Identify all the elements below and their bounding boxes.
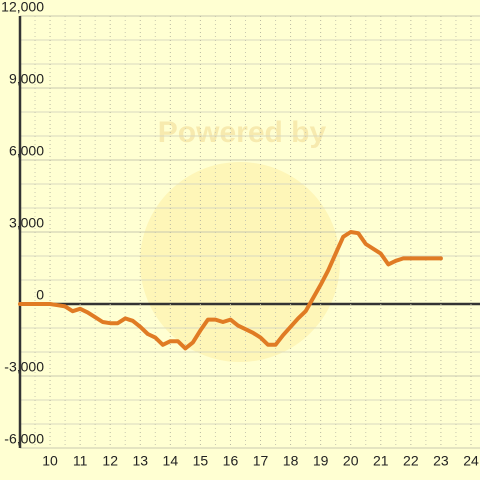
y-tick-label: 6,000 xyxy=(9,143,44,159)
x-tick-label: 23 xyxy=(433,453,449,469)
x-tick-label: 22 xyxy=(403,453,419,469)
y-tick-label: 12,000 xyxy=(1,0,44,15)
data-line xyxy=(18,230,443,351)
x-tick-label: 13 xyxy=(132,453,148,469)
x-tick-label: 21 xyxy=(373,453,389,469)
watermark-logo xyxy=(140,162,340,362)
x-tick-label: 24 xyxy=(463,453,479,469)
x-tick-label: 14 xyxy=(163,453,179,469)
x-tick-label: 12 xyxy=(102,453,118,469)
x-tick-label: 17 xyxy=(253,453,269,469)
x-tick-label: 16 xyxy=(223,453,239,469)
x-tick-label: 11 xyxy=(73,453,88,469)
x-tick-label: 20 xyxy=(343,453,359,469)
y-tick-label: 0 xyxy=(36,287,44,303)
x-tick-label: 19 xyxy=(313,453,329,469)
y-tick-label: 9,000 xyxy=(9,71,44,87)
x-tick-label: 15 xyxy=(193,453,209,469)
x-tick-label: 10 xyxy=(42,453,58,469)
y-tick-label: -6,000 xyxy=(4,431,44,447)
x-tick-label: 18 xyxy=(283,453,299,469)
watermark: Powered by xyxy=(158,116,327,149)
y-tick-label: -3,000 xyxy=(4,359,44,375)
y-tick-label: 3,000 xyxy=(9,215,44,231)
